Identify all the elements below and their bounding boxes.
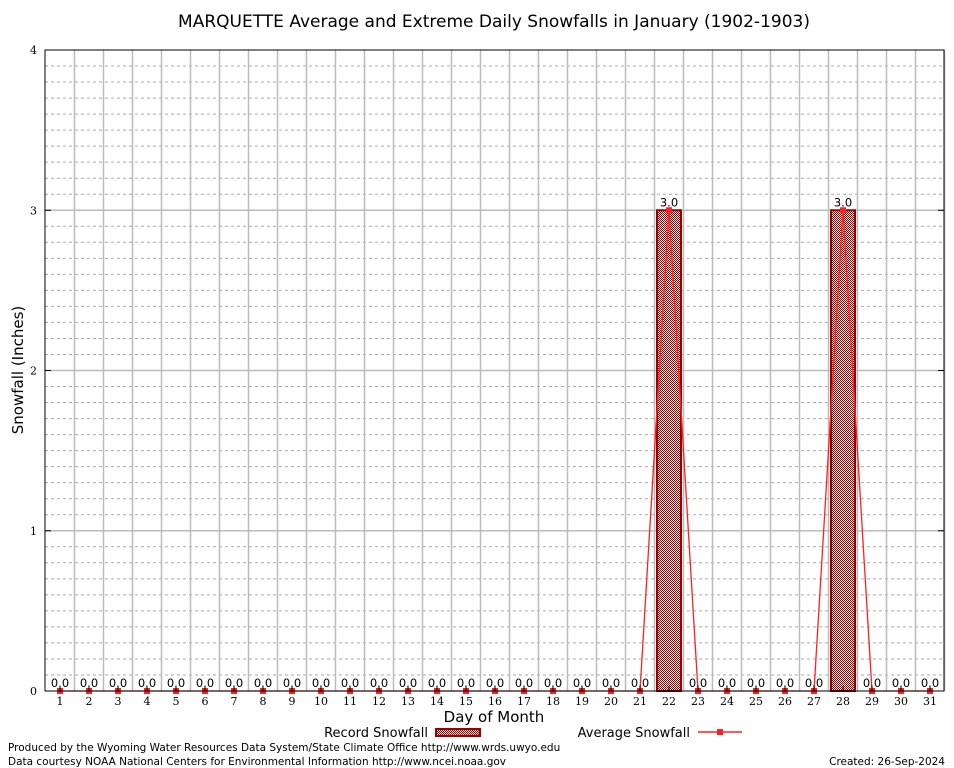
x-tick-label: 7	[231, 695, 238, 708]
x-axis-label: Day of Month	[444, 708, 545, 726]
legend-label-average: Average Snowfall	[578, 726, 690, 741]
x-tick-label: 31	[923, 695, 937, 708]
data-label: 0.0	[457, 676, 475, 690]
footer-created: Created: 26-Sep-2024	[829, 756, 945, 768]
data-label: 0.0	[80, 676, 98, 690]
legend-marker-average	[717, 729, 723, 735]
data-label: 0.0	[892, 676, 910, 690]
x-tick-label: 15	[459, 695, 473, 708]
x-tick-label: 23	[691, 695, 705, 708]
data-label: 0.0	[805, 676, 823, 690]
x-tick-label: 30	[894, 695, 908, 708]
data-labels: 0.0 0.0 0.0 0.0 0.0 0.0 0.0 0.0 0.0 0.0 0.0 0.0 0.0 0…	[51, 195, 939, 690]
x-tick-label: 12	[372, 695, 386, 708]
x-tick-label: 9	[289, 695, 296, 708]
x-tick-label: 16	[488, 695, 502, 708]
x-tick-label: 1	[57, 695, 64, 708]
data-label: 0.0	[486, 676, 504, 690]
legend: Record Snowfall Average Snowfall	[324, 726, 742, 741]
x-tick-label: 13	[401, 695, 415, 708]
y-axis-label: Snowfall (Inches)	[9, 306, 27, 434]
data-label: 0.0	[602, 676, 620, 690]
data-label: 0.0	[225, 676, 243, 690]
data-label: 3.0	[834, 195, 852, 209]
axes: 1 2 3 4 5 6 7 8 9 10 11 12 13 14 15 16 17 18 19 20 21 22 23 24 2…	[30, 44, 945, 708]
x-tick-label: 6	[202, 695, 209, 708]
data-label: 0.0	[370, 676, 388, 690]
x-tick-label: 26	[778, 695, 792, 708]
x-tick-label: 2	[86, 695, 93, 708]
x-tick-label: 19	[575, 695, 589, 708]
data-label: 0.0	[747, 676, 765, 690]
data-label: 0.0	[109, 676, 127, 690]
y-tick-label: 3	[30, 204, 37, 217]
x-tick-label: 29	[865, 695, 879, 708]
y-tick-label: 0	[30, 685, 37, 698]
data-label: 0.0	[718, 676, 736, 690]
x-tick-label: 14	[430, 695, 444, 708]
x-tick-label: 3	[115, 695, 122, 708]
x-tick-label: 8	[260, 695, 267, 708]
data-label: 0.0	[631, 676, 649, 690]
data-label: 0.0	[51, 676, 69, 690]
x-tick-label: 24	[720, 695, 734, 708]
chart-title: MARQUETTE Average and Extreme Daily Snow…	[178, 12, 810, 32]
data-label: 0.0	[428, 676, 446, 690]
legend-label-record: Record Snowfall	[324, 726, 428, 741]
data-label: 0.0	[921, 676, 939, 690]
data-label: 3.0	[660, 195, 678, 209]
average-point-day-28	[840, 207, 846, 214]
data-label: 0.0	[341, 676, 359, 690]
footer-produced: Produced by the Wyoming Water Resources …	[8, 742, 560, 754]
x-tick-label: 22	[662, 695, 676, 708]
data-label: 0.0	[138, 676, 156, 690]
x-tick-label: 11	[343, 695, 357, 708]
y-tick-label: 2	[30, 365, 37, 378]
data-label: 0.0	[544, 676, 562, 690]
legend-swatch-record	[435, 728, 481, 737]
data-label: 0.0	[399, 676, 417, 690]
data-label: 0.0	[573, 676, 591, 690]
x-tick-label: 17	[517, 695, 531, 708]
footer-courtesy: Data courtesy NOAA National Centers for …	[8, 756, 506, 768]
grid	[45, 50, 946, 691]
average-point-day-22	[666, 207, 672, 214]
y-tick-label: 1	[30, 525, 37, 538]
record-bar-day-22	[656, 209, 682, 692]
data-label: 0.0	[689, 676, 707, 690]
x-tick-label: 25	[749, 695, 763, 708]
y-tick-label: 4	[30, 44, 37, 57]
data-label: 0.0	[776, 676, 794, 690]
data-label: 0.0	[515, 676, 533, 690]
x-tick-label: 10	[314, 695, 328, 708]
x-tick-label: 18	[546, 695, 560, 708]
x-tick-label: 4	[144, 695, 151, 708]
x-tick-label: 5	[173, 695, 180, 708]
data-label: 0.0	[167, 676, 185, 690]
x-tick-label: 21	[633, 695, 647, 708]
data-label: 0.0	[283, 676, 301, 690]
x-tick-label: 20	[604, 695, 618, 708]
data-label: 0.0	[312, 676, 330, 690]
data-label: 0.0	[196, 676, 214, 690]
data-label: 0.0	[863, 676, 881, 690]
data-label: 0.0	[254, 676, 272, 690]
x-tick-label: 28	[836, 695, 850, 708]
record-bar-day-28	[830, 209, 856, 692]
x-tick-label: 27	[807, 695, 821, 708]
